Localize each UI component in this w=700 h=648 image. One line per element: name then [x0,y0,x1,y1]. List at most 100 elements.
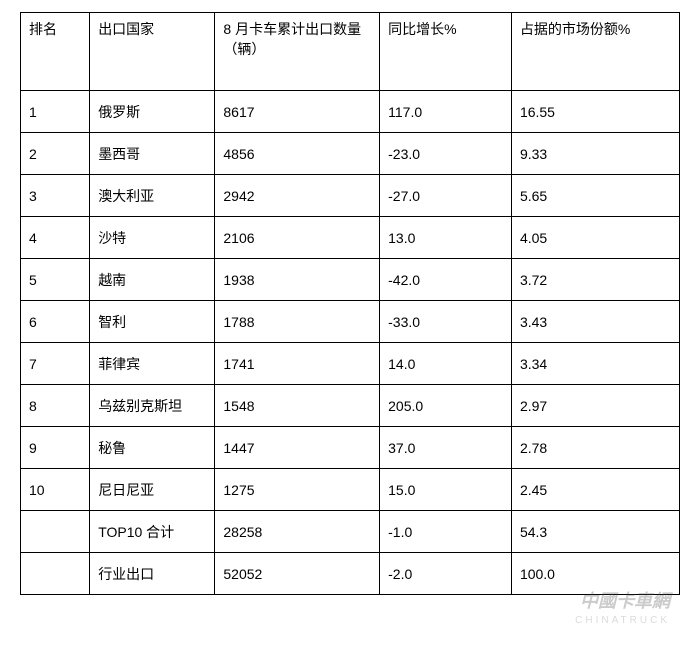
cell-share: 4.05 [511,217,679,259]
cell-share-text: 2.97 [512,392,679,420]
cell-growth-text: 205.0 [380,392,511,420]
cell-country-text: 澳大利亚 [90,180,214,212]
cell-country-text: 沙特 [90,222,214,254]
cell-share: 2.97 [511,385,679,427]
cell-share-text: 2.45 [512,476,679,504]
cell-qty: 2942 [215,175,380,217]
cell-country-text: 行业出口 [90,558,214,590]
cell-growth: 15.0 [380,469,512,511]
cell-qty-text: 1548 [215,392,379,420]
cell-growth: -23.0 [380,133,512,175]
cell-country-text: 智利 [90,306,214,338]
cell-rank-text: 2 [21,140,89,168]
cell-qty: 1741 [215,343,380,385]
cell-qty-text: 1447 [215,434,379,462]
table-row: 5越南1938-42.03.72 [21,259,680,301]
cell-share-text: 2.78 [512,434,679,462]
col-header-rank: 排名 [21,13,90,91]
cell-qty: 1447 [215,427,380,469]
cell-growth-text: 13.0 [380,224,511,252]
cell-qty: 1548 [215,385,380,427]
cell-country-text: 俄罗斯 [90,96,214,128]
cell-qty: 8617 [215,91,380,133]
cell-country: 菲律宾 [90,343,215,385]
table-header-row: 排名 出口国家 8 月卡车累计出口数量（辆） 同比增长% 占据的市场份额% [21,13,680,91]
cell-growth-text: 37.0 [380,434,511,462]
cell-qty-text: 2106 [215,224,379,252]
cell-country-text: 秘鲁 [90,432,214,464]
cell-country: 沙特 [90,217,215,259]
cell-country: 尼日尼亚 [90,469,215,511]
cell-growth-text: 15.0 [380,476,511,504]
cell-rank [21,511,90,553]
table-row: 2墨西哥4856-23.09.33 [21,133,680,175]
cell-country-text: 菲律宾 [90,348,214,380]
cell-growth-text: -2.0 [380,560,511,588]
cell-qty-text: 1938 [215,266,379,294]
table-row: 行业出口52052-2.0100.0 [21,553,680,595]
cell-share: 54.3 [511,511,679,553]
cell-share-text: 4.05 [512,224,679,252]
export-data-table: 排名 出口国家 8 月卡车累计出口数量（辆） 同比增长% 占据的市场份额% 1俄… [20,12,680,595]
cell-country: 行业出口 [90,553,215,595]
cell-growth-text: -1.0 [380,518,511,546]
table-row: 6智利1788-33.03.43 [21,301,680,343]
table-row: 7菲律宾174114.03.34 [21,343,680,385]
cell-qty-text: 4856 [215,140,379,168]
cell-growth: -27.0 [380,175,512,217]
cell-qty-text: 2942 [215,182,379,210]
cell-rank-text: 5 [21,266,89,294]
col-header-growth: 同比增长% [380,13,512,91]
cell-rank-text: 8 [21,392,89,420]
cell-rank: 10 [21,469,90,511]
table-row: 1俄罗斯8617117.016.55 [21,91,680,133]
cell-country: 墨西哥 [90,133,215,175]
cell-share: 5.65 [511,175,679,217]
watermark-sub-text: CHINATRUCK [575,614,670,628]
cell-share-text: 54.3 [512,518,679,546]
cell-rank-text: 6 [21,308,89,336]
cell-share: 9.33 [511,133,679,175]
cell-growth: -1.0 [380,511,512,553]
table-row: 10尼日尼亚127515.02.45 [21,469,680,511]
cell-growth-text: 117.0 [380,98,511,126]
cell-growth: 37.0 [380,427,512,469]
cell-qty-text: 1788 [215,308,379,336]
cell-rank: 5 [21,259,90,301]
table-body: 1俄罗斯8617117.016.552墨西哥4856-23.09.333澳大利亚… [21,91,680,595]
cell-country: 俄罗斯 [90,91,215,133]
cell-share-text: 16.55 [512,98,679,126]
cell-growth-text: -27.0 [380,182,511,210]
cell-rank: 4 [21,217,90,259]
cell-growth: 14.0 [380,343,512,385]
col-header-country: 出口国家 [90,13,215,91]
cell-qty-text: 52052 [215,560,379,588]
table-row: 3澳大利亚2942-27.05.65 [21,175,680,217]
cell-rank: 1 [21,91,90,133]
cell-country: 乌兹别克斯坦 [90,385,215,427]
cell-growth-text: -33.0 [380,308,511,336]
cell-country-text: TOP10 合计 [90,516,214,548]
cell-qty: 28258 [215,511,380,553]
cell-country-text: 尼日尼亚 [90,474,214,506]
cell-growth: 117.0 [380,91,512,133]
cell-country-text: 越南 [90,264,214,296]
cell-share: 2.78 [511,427,679,469]
cell-share: 3.34 [511,343,679,385]
cell-rank [21,553,90,595]
cell-qty: 2106 [215,217,380,259]
cell-rank-text: 4 [21,224,89,252]
cell-share-text: 3.72 [512,266,679,294]
cell-growth: -42.0 [380,259,512,301]
cell-growth: -33.0 [380,301,512,343]
cell-share: 3.43 [511,301,679,343]
cell-qty: 1938 [215,259,380,301]
cell-growth-text: -42.0 [380,266,511,294]
cell-rank-text: 10 [21,476,89,504]
cell-qty: 4856 [215,133,380,175]
cell-rank: 8 [21,385,90,427]
cell-share-text: 100.0 [512,560,679,588]
cell-share: 100.0 [511,553,679,595]
cell-country: 澳大利亚 [90,175,215,217]
cell-rank-text [21,568,89,580]
